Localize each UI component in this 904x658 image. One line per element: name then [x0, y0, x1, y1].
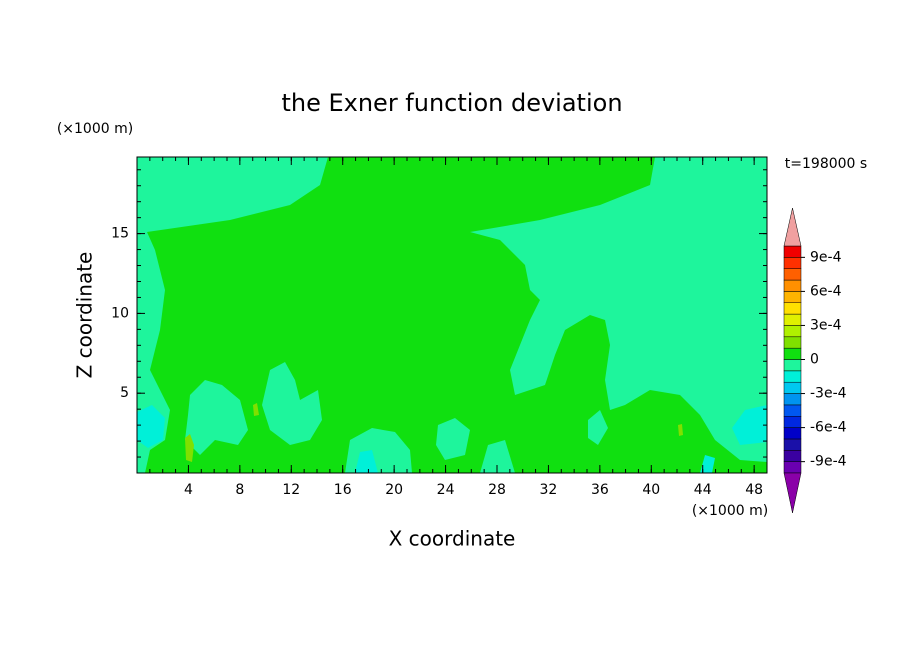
contour-region [355, 450, 378, 473]
contour-region [732, 405, 767, 445]
colorbar-box [783, 291, 802, 303]
contour-region [678, 424, 683, 436]
colorbar-tick-label: -3e-4 [810, 386, 847, 402]
contour-region [185, 434, 194, 462]
colorbar-tick-label: -6e-4 [810, 420, 847, 436]
x-unit: (×1000 m) [692, 503, 768, 519]
colorbar-tick-label: 6e-4 [810, 283, 842, 299]
chart-title: the Exner function deviation [281, 89, 622, 117]
colorbar-box [783, 302, 802, 315]
y-tick-label: 15 [111, 226, 129, 242]
x-axis-label: X coordinate [389, 527, 516, 551]
y-tick-label: 5 [120, 385, 129, 401]
y-unit: (×1000 m) [57, 121, 133, 137]
x-tick-label: 36 [591, 482, 609, 498]
colorbar-box [783, 245, 802, 258]
x-tick-label: 24 [437, 482, 455, 498]
colorbar-box [783, 461, 802, 474]
colorbar-tick-label: 3e-4 [810, 317, 842, 333]
contour-field [137, 157, 767, 473]
x-tick-label: 20 [385, 482, 403, 498]
contour-region [253, 403, 259, 416]
colorbar-box [783, 268, 802, 281]
colorbar-box [783, 370, 802, 383]
colorbar-box [783, 257, 802, 269]
x-tick-label: 48 [745, 482, 763, 498]
contour-region [436, 418, 470, 460]
colorbar-box [783, 279, 802, 292]
colorbar-tick-label: 0 [810, 352, 819, 368]
y-axis-label: Z coordinate [73, 252, 97, 379]
x-tick-label: 40 [642, 482, 660, 498]
x-tick-label: 12 [282, 482, 300, 498]
contour-region [588, 410, 608, 445]
x-tick-label: 44 [694, 482, 712, 498]
plot-frame [136, 156, 768, 474]
colorbar-box [783, 347, 802, 360]
contour-region [145, 157, 767, 473]
colorbar-box [783, 325, 802, 338]
colorbar-box [783, 393, 802, 406]
time-label: t=198000 s [785, 156, 867, 172]
contour-region [480, 440, 515, 473]
colorbar-box [783, 404, 802, 417]
colorbar-box [783, 416, 802, 428]
contour-region [185, 380, 248, 455]
x-tick-label: 28 [488, 482, 506, 498]
colorbar-box [783, 450, 802, 462]
colorbar-under [783, 472, 802, 514]
colorbar-box [783, 381, 802, 394]
contour-region [137, 405, 165, 448]
colorbar-box [783, 313, 802, 326]
contour-region [262, 362, 322, 445]
y-tick-label: 10 [111, 305, 129, 321]
x-tick-label: 32 [540, 482, 558, 498]
colorbar-tick-label: -9e-4 [810, 454, 847, 470]
colorbar-over [783, 207, 802, 247]
colorbar-box [783, 336, 802, 349]
colorbar-box [783, 427, 802, 440]
x-tick-label: 8 [235, 482, 244, 498]
contour-region [700, 455, 715, 473]
colorbar-tick-label: 9e-4 [810, 249, 842, 265]
colorbar-box [783, 438, 802, 451]
x-tick-label: 4 [184, 482, 193, 498]
x-tick-label: 16 [334, 482, 352, 498]
colorbar-box [783, 359, 802, 372]
